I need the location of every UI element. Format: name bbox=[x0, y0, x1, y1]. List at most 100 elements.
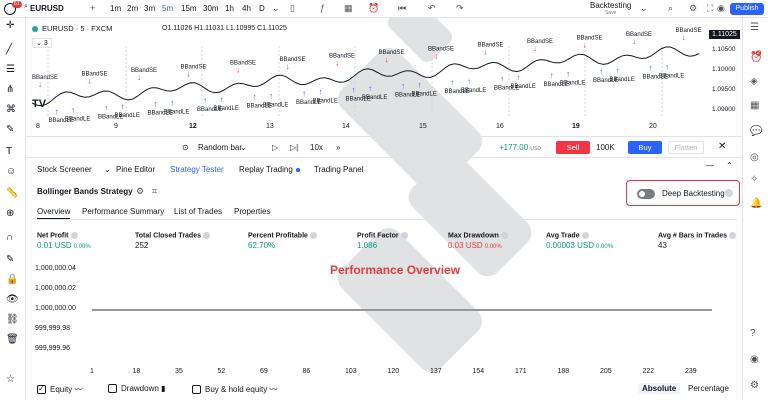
broadcast-icon[interactable]: ◉ bbox=[750, 354, 759, 365]
source-code-icon[interactable]: ⌗ bbox=[152, 186, 158, 196]
chevron-down-icon[interactable]: ⌄ bbox=[272, 3, 280, 13]
equity-checkbox[interactable]: Equity 〰 bbox=[37, 384, 82, 395]
pitchfork-icon[interactable]: ⋔ bbox=[6, 84, 15, 95]
symbol-search[interactable]: EURUSD bbox=[30, 4, 64, 13]
user-menu[interactable]: 61 bbox=[4, 1, 22, 16]
lock-drawings-icon[interactable]: ✎ bbox=[6, 254, 15, 265]
drawdown-checkbox[interactable]: Drawdown ▮ bbox=[108, 384, 165, 393]
redo-icon[interactable]: ↷ bbox=[456, 3, 464, 13]
forward-icon[interactable]: » bbox=[336, 143, 341, 152]
notification-bell-icon[interactable]: 🔔 bbox=[750, 198, 763, 209]
zoom-icon[interactable]: ⊕ bbox=[6, 208, 15, 219]
tab-list-of-trades[interactable]: List of Trades bbox=[174, 207, 223, 216]
chevron-down-icon[interactable]: ⌄ bbox=[640, 3, 648, 13]
fullscreen-icon[interactable]: ⛶ bbox=[707, 3, 714, 13]
deep-backtesting-toggle[interactable]: Deep Backtesting bbox=[626, 180, 740, 206]
brush-icon[interactable]: ✎ bbox=[6, 124, 15, 135]
timeframe-4h[interactable]: 4h bbox=[242, 4, 251, 13]
tab-replay-trading[interactable]: Replay Trading bbox=[239, 165, 300, 174]
tab-stock-screener[interactable]: Stock Screener bbox=[37, 165, 92, 174]
target-icon[interactable]: ◎ bbox=[750, 152, 759, 163]
search-icon[interactable]: ⌕ bbox=[24, 3, 28, 10]
camera-icon[interactable]: ◉ bbox=[717, 3, 725, 13]
tab-trading-panel[interactable]: Trading Panel bbox=[314, 165, 364, 174]
timeframe-1h[interactable]: 1h bbox=[225, 4, 234, 13]
info-icon[interactable] bbox=[500, 232, 508, 239]
emoji-icon[interactable]: ☺ bbox=[6, 166, 17, 177]
timeframe-3m[interactable]: 3m bbox=[144, 4, 156, 13]
candles-icon[interactable]: ▯ bbox=[290, 3, 295, 13]
eye-icon[interactable]: 👁 bbox=[6, 294, 19, 305]
speed-label[interactable]: 10x bbox=[310, 143, 323, 152]
indicators-toggle[interactable]: ⌄ 3 bbox=[32, 38, 52, 48]
price-chart[interactable]: ↓ BBandSE ↑ BBandLE ↑ BBandLE ↓ BBandSE ↑ BBandLE… bbox=[26, 18, 742, 136]
info-icon[interactable] bbox=[203, 232, 210, 239]
magnet-icon[interactable]: ∩ bbox=[6, 232, 14, 243]
lightbulb-icon[interactable]: ✧ bbox=[750, 174, 759, 185]
chevron-down-icon[interactable]: ⌄ bbox=[240, 143, 247, 152]
lock-icon[interactable]: 🔒 bbox=[6, 274, 19, 285]
trend-line-icon[interactable]: ╱ bbox=[6, 44, 13, 55]
timeframe-1m[interactable]: 1m bbox=[110, 4, 122, 13]
search-icon[interactable]: ⌕ bbox=[668, 3, 674, 13]
info-icon[interactable] bbox=[725, 189, 733, 197]
calendar-icon[interactable]: ▦ bbox=[750, 100, 760, 111]
settings-icon[interactable]: ⚙ bbox=[136, 186, 145, 196]
flatten-button[interactable]: Flatten bbox=[668, 141, 704, 154]
timeframe-5m[interactable]: 5m bbox=[162, 4, 174, 13]
info-icon[interactable] bbox=[729, 232, 736, 239]
pattern-icon[interactable]: ⌘ bbox=[6, 104, 16, 115]
sell-button[interactable]: Sell bbox=[556, 141, 590, 154]
text-icon[interactable]: T bbox=[6, 146, 13, 157]
undo-icon[interactable]: ↶ bbox=[428, 3, 436, 13]
buy-button[interactable]: Buy bbox=[628, 141, 662, 154]
minimize-icon[interactable]: — bbox=[706, 161, 714, 170]
chat-icon[interactable]: 💬 bbox=[750, 126, 763, 137]
link-icon[interactable]: ⛓ bbox=[6, 314, 19, 325]
timeframe-30m[interactable]: 30m bbox=[203, 4, 219, 13]
publish-button[interactable]: Publish bbox=[730, 3, 764, 15]
ruler-icon[interactable]: 📏 bbox=[6, 188, 19, 199]
random-bar-label[interactable]: Random bar bbox=[198, 143, 243, 152]
tab-strategy-tester[interactable]: Strategy Tester bbox=[170, 165, 224, 174]
layout-icon[interactable]: ▦ bbox=[344, 3, 353, 13]
timeframe-d[interactable]: D bbox=[259, 4, 265, 13]
crosshair-icon[interactable]: ✛ bbox=[6, 20, 15, 31]
toggle-switch[interactable] bbox=[637, 189, 655, 199]
chart-title[interactable]: EURUSD · 5 · FXCM bbox=[42, 24, 113, 33]
absolute-toggle[interactable]: Absolute bbox=[638, 383, 681, 394]
settings-icon[interactable]: ⚙ bbox=[689, 3, 698, 13]
step-forward-icon[interactable]: ▷| bbox=[290, 143, 299, 152]
horizontal-lines-icon[interactable]: ☰ bbox=[6, 64, 15, 75]
chevron-down-icon[interactable]: ⌄ bbox=[104, 165, 111, 174]
indicators-icon[interactable]: ƒ bbox=[320, 3, 326, 13]
help-icon[interactable]: ? bbox=[750, 328, 756, 339]
tab-properties[interactable]: Properties bbox=[234, 207, 271, 216]
info-icon[interactable] bbox=[309, 232, 317, 239]
layers-icon[interactable]: ◈ bbox=[750, 76, 758, 87]
tab-performance-summary[interactable]: Performance Summary bbox=[82, 207, 165, 216]
trash-icon[interactable]: 🗑 bbox=[6, 334, 19, 345]
replay-icon[interactable]: ⏮ bbox=[398, 3, 407, 13]
watchlist-icon[interactable]: ☰ bbox=[750, 22, 759, 33]
favorites-star-icon[interactable]: ☆ bbox=[6, 374, 15, 385]
timeframe-2m[interactable]: 2m bbox=[127, 4, 139, 13]
add-symbol-icon[interactable]: + bbox=[90, 3, 96, 13]
buy-hold-checkbox[interactable]: Buy & hold equity 〰 bbox=[192, 384, 278, 395]
tab-pine-editor[interactable]: Pine Editor bbox=[116, 165, 156, 174]
alert-icon[interactable]: ⏰ bbox=[368, 3, 380, 13]
info-icon[interactable] bbox=[70, 232, 78, 239]
quantity-field[interactable]: 100K bbox=[596, 143, 615, 152]
random-bar-icon[interactable]: ⊙ bbox=[182, 143, 189, 152]
alerts-clock-icon[interactable]: ⏰ bbox=[750, 52, 763, 63]
info-icon[interactable] bbox=[400, 232, 408, 239]
close-icon[interactable]: ✕ bbox=[718, 141, 727, 152]
play-icon[interactable]: ▷ bbox=[272, 143, 279, 152]
timeframe-15m[interactable]: 15m bbox=[181, 4, 197, 13]
backtesting-selector[interactable]: Backtesting Save bbox=[590, 1, 632, 16]
settings-icon[interactable]: ⚙ bbox=[750, 380, 759, 391]
maximize-icon[interactable]: ⌃ bbox=[726, 161, 733, 170]
percentage-toggle[interactable]: Percentage bbox=[688, 384, 729, 393]
info-icon[interactable] bbox=[581, 232, 589, 239]
sell-signal-arrow: ↓ bbox=[88, 77, 92, 86]
